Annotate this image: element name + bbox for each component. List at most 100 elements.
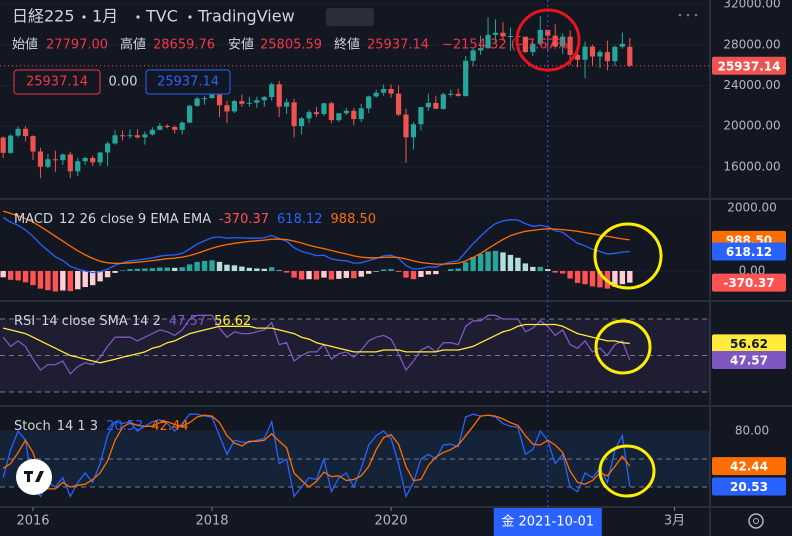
- candle-body: [560, 36, 566, 47]
- histogram-bar: [269, 267, 275, 271]
- candle-body: [82, 157, 88, 162]
- histogram-bar: [433, 270, 439, 275]
- highlight-circle: [515, 8, 581, 72]
- price-tag-label: 42.44: [730, 460, 768, 474]
- histogram-bar: [201, 260, 208, 271]
- candle-body: [418, 107, 424, 125]
- histogram-bar: [261, 268, 267, 271]
- candle-body: [97, 152, 103, 163]
- logo: [16, 459, 52, 495]
- candle-body: [612, 46, 618, 62]
- candle-body: [463, 60, 469, 96]
- histogram-bar: [164, 267, 170, 271]
- k-line: [2, 413, 631, 499]
- histogram-bar: [574, 270, 581, 283]
- histogram-bar: [328, 270, 335, 280]
- ask-box[interactable]: [145, 69, 231, 95]
- histogram-bar: [492, 250, 499, 271]
- menu-dot: [686, 13, 690, 17]
- menu-dot[interactable]: [678, 13, 682, 17]
- candle-body: [157, 125, 163, 130]
- histogram-bar: [477, 253, 484, 271]
- settings-icon[interactable]: [748, 513, 764, 529]
- legend-value: 47.57: [169, 314, 206, 329]
- logo-shape: [27, 471, 30, 482]
- candle-body: [343, 110, 349, 114]
- histogram-bar: [112, 270, 118, 273]
- histogram-bar: [455, 268, 461, 271]
- histogram-bar: [485, 251, 491, 271]
- histogram-bar: [30, 270, 36, 286]
- histogram-bar: [104, 270, 111, 278]
- highlight-circle: [594, 319, 652, 375]
- source: TVC: [145, 7, 178, 26]
- histogram-bar: [231, 265, 238, 271]
- price-tag: [712, 457, 786, 476]
- candle-body: [403, 114, 409, 138]
- candle-body: [75, 161, 81, 172]
- candle-body: [567, 36, 573, 55]
- separator-dot: [136, 15, 140, 19]
- histogram-bar: [627, 270, 633, 283]
- histogram-bar: [366, 270, 372, 274]
- candle-body: [60, 154, 66, 161]
- candle-body: [328, 103, 334, 121]
- pane-legend: RSI 14 close SMA 14 2 47.57 56.62: [14, 314, 251, 329]
- histogram-bar: [425, 270, 432, 275]
- logo-badge: [16, 459, 52, 495]
- y-tick-label: 16000.00: [723, 159, 780, 173]
- histogram-bar: [75, 270, 81, 290]
- candle-body: [187, 105, 193, 123]
- menu-dot: [694, 13, 698, 17]
- candle-body: [537, 29, 543, 44]
- annotations: [515, 8, 663, 498]
- toggle-button[interactable]: [326, 8, 374, 26]
- candle-body: [313, 112, 320, 114]
- legend-value: 42.44: [151, 419, 188, 434]
- macd-line: [2, 216, 630, 274]
- histogram-bar: [142, 268, 148, 271]
- histogram-bar: [559, 270, 566, 274]
- price-tag-label: 618.12: [726, 245, 772, 259]
- bid-box[interactable]: [13, 69, 101, 95]
- candle-body: [216, 94, 223, 106]
- legend-value: 988.50: [331, 212, 377, 227]
- candle-body: [134, 135, 141, 138]
- histogram-bar: [545, 269, 551, 271]
- histogram-bar: [448, 269, 454, 271]
- candle-body: [298, 118, 305, 127]
- histogram-bar: [134, 268, 141, 271]
- histogram-bar: [306, 270, 312, 280]
- candle-body: [582, 46, 588, 60]
- histogram-bar: [239, 266, 245, 271]
- legend-params: 12 26 close 9 EMA EMA: [59, 212, 211, 227]
- histogram-bar: [373, 270, 379, 272]
- histogram-bar: [380, 269, 387, 271]
- candle-body: [321, 103, 327, 114]
- candle-body: [492, 32, 499, 35]
- candle-body: [530, 43, 536, 53]
- candle-body: [306, 112, 312, 119]
- histogram-bar: [276, 270, 282, 271]
- legend-title: Stoch: [14, 419, 51, 434]
- candle-body: [67, 154, 73, 172]
- candle-body: [627, 46, 633, 66]
- candle-body: [276, 84, 282, 107]
- candle-body: [545, 29, 551, 36]
- candle-body: [52, 159, 58, 161]
- histogram-bar: [254, 268, 260, 271]
- candle-body: [336, 113, 342, 121]
- candle-body: [30, 136, 36, 152]
- candle-body: [224, 105, 230, 112]
- candle-body: [254, 100, 260, 103]
- candle-body: [448, 93, 454, 95]
- logo-shape: [35, 471, 44, 482]
- ask: 25937.14: [157, 75, 219, 90]
- candle-body: [589, 46, 596, 57]
- histogram-bar: [127, 269, 133, 271]
- gear[interactable]: [748, 513, 764, 529]
- candle-body: [172, 127, 178, 130]
- candle-body: [373, 92, 379, 97]
- candle-body: [261, 97, 267, 101]
